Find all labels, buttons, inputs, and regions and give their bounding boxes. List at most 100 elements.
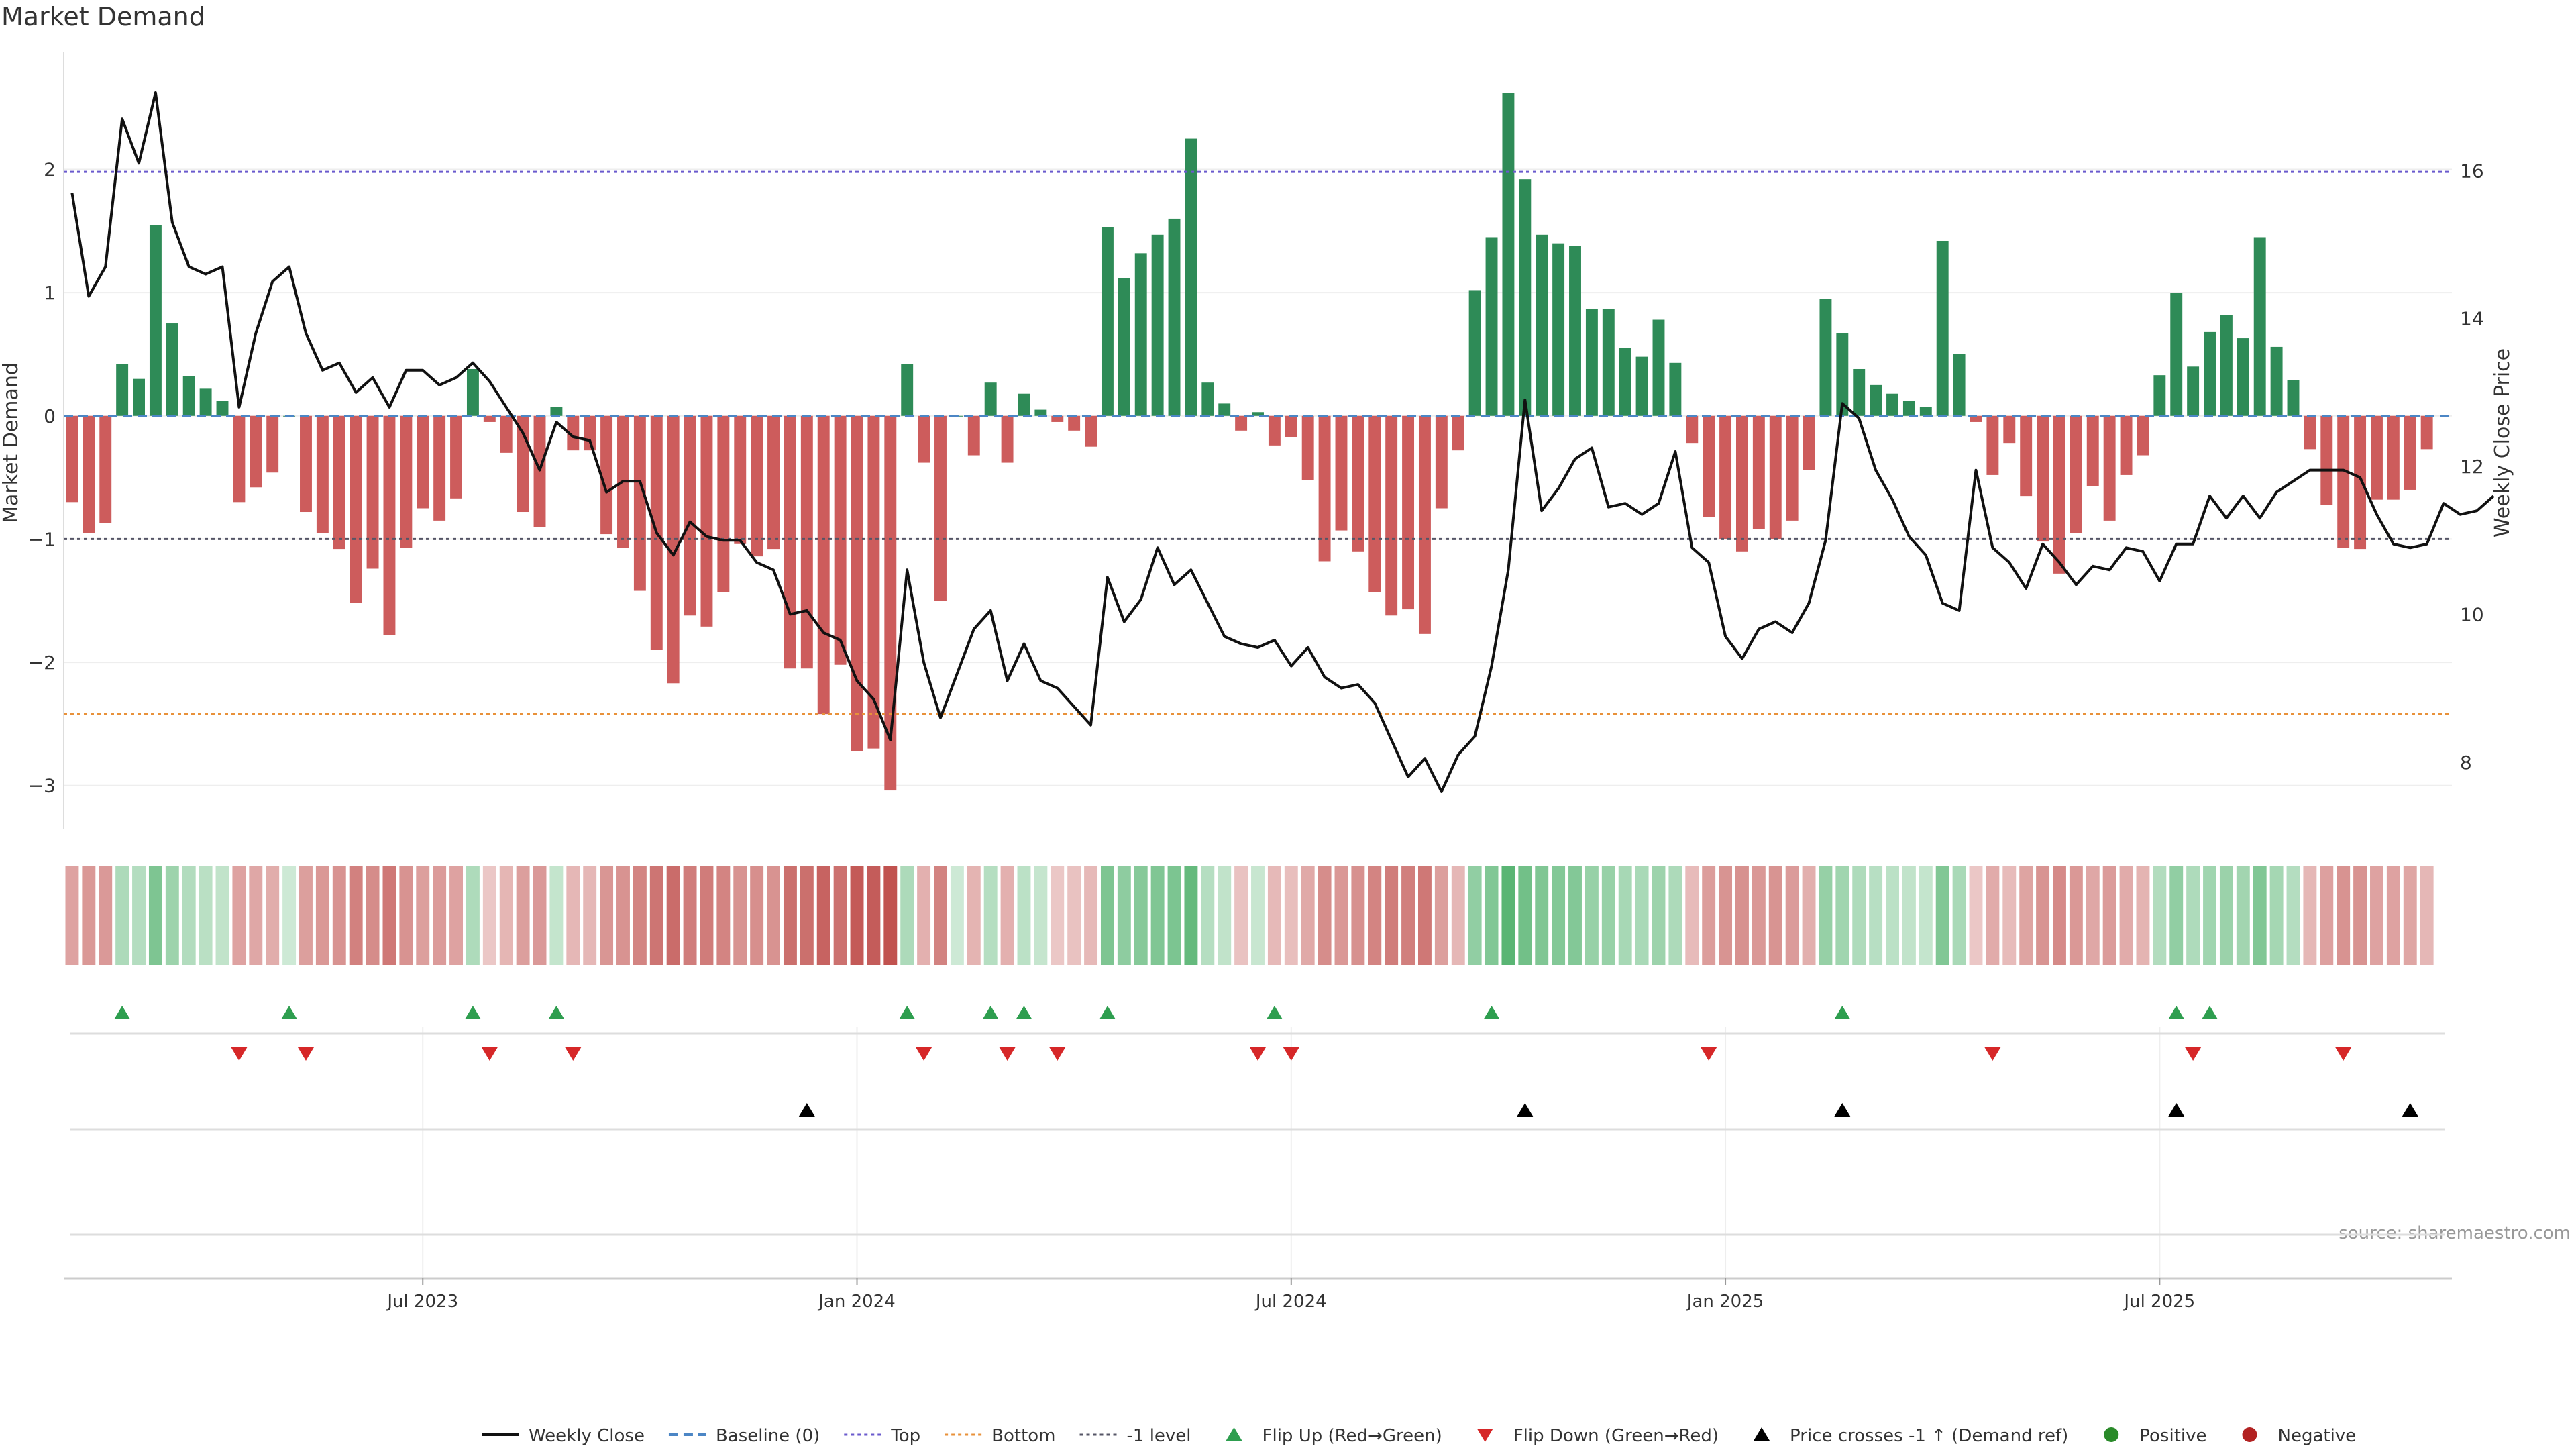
strip-cell — [115, 866, 129, 965]
demand-bar — [1669, 362, 1682, 416]
flip-up-marker — [1016, 1006, 1032, 1019]
strip-cell — [2053, 866, 2066, 965]
strip-cell — [249, 866, 263, 965]
strip-cell — [1835, 866, 1849, 965]
strip-cell — [1000, 866, 1014, 965]
strip-cell — [750, 866, 764, 965]
demand-bar — [2137, 415, 2149, 456]
price-cross-marker — [2402, 1103, 2418, 1117]
demand-bar — [934, 415, 947, 601]
strip-cell — [232, 866, 246, 965]
demand-bar — [1252, 412, 1264, 416]
strip-cell — [315, 866, 329, 965]
strip-cell — [399, 866, 413, 965]
strip-cell — [2353, 866, 2367, 965]
legend-item: Price crosses -1 ↑ (Demand ref) — [1754, 1426, 2068, 1446]
flip-up-marker — [1483, 1006, 1500, 1019]
demand-bar — [1735, 415, 1748, 552]
strip-cell — [1535, 866, 1549, 965]
demand-bar — [316, 415, 329, 533]
strip-cell — [700, 866, 714, 965]
strip-cell — [1902, 866, 1916, 965]
demand-bar — [2020, 415, 2033, 497]
demand-bar — [182, 376, 195, 416]
strip-cell — [1051, 866, 1065, 965]
strip-cell — [1084, 866, 1098, 965]
price-cross-marker — [1517, 1103, 1534, 1117]
demand-bar — [149, 225, 162, 416]
demand-bar — [133, 378, 145, 416]
legend-label: Baseline (0) — [716, 1426, 820, 1446]
demand-bar — [1902, 401, 1915, 416]
legend-item: Baseline (0) — [668, 1426, 820, 1446]
strip-cell — [583, 866, 597, 965]
price-cross-marker — [1834, 1103, 1851, 1117]
demand-bar — [1134, 253, 1147, 416]
legend: Weekly Close Baseline (0) Top Bottom -1 leve… — [482, 1426, 2356, 1446]
demand-bar — [350, 415, 362, 603]
demand-bar — [2237, 338, 2249, 416]
strip-cell — [1919, 866, 1933, 965]
demand-bar — [1970, 415, 1982, 422]
demand-bar — [1385, 415, 1398, 616]
strip-cell — [934, 866, 947, 965]
demand-bar — [1185, 138, 1197, 416]
demand-bar — [717, 415, 730, 592]
strip-cell — [433, 866, 447, 965]
strip-cell — [950, 866, 964, 965]
strip-cell — [1401, 866, 1415, 965]
y-tick-label: −3 — [28, 775, 56, 797]
strip-cell — [199, 866, 213, 965]
strip-cell — [850, 866, 864, 965]
demand-bar — [2371, 415, 2383, 500]
y-tick-label: −1 — [28, 528, 56, 550]
legend-label: Top — [890, 1426, 920, 1446]
demand-bar — [1018, 393, 1030, 416]
strip-cell — [349, 866, 363, 965]
legend-label: -1 level — [1127, 1426, 1191, 1446]
strip-cell — [182, 866, 196, 965]
flip-down-marker — [231, 1047, 248, 1061]
demand-bar — [2037, 415, 2049, 542]
legend-item: Positive — [2104, 1426, 2207, 1446]
strip-cell — [1434, 866, 1448, 965]
strip-cell — [1702, 866, 1716, 965]
strip-cell — [65, 866, 79, 965]
flip-up-marker — [464, 1006, 481, 1019]
demand-bar — [567, 415, 580, 451]
strip-cell — [332, 866, 346, 965]
flip-up-marker — [548, 1006, 565, 1019]
demand-bar — [1485, 237, 1498, 416]
strip-cell — [549, 866, 564, 965]
demand-bar — [1335, 415, 1348, 531]
demand-bar — [1602, 308, 1615, 416]
strip-cell — [1668, 866, 1682, 965]
strip-cell — [516, 866, 530, 965]
x-tick-label: Jan 2024 — [817, 1292, 896, 1312]
strip-cell — [132, 866, 146, 965]
demand-bar — [2404, 415, 2416, 490]
demand-bar — [1703, 415, 1715, 517]
strip-cell — [800, 866, 814, 965]
demand-bar — [2204, 331, 2216, 416]
demand-bar — [1552, 243, 1565, 416]
strip-cell — [299, 866, 313, 965]
strip-cell — [416, 866, 430, 965]
strip-cell — [883, 866, 898, 965]
strip-cell — [900, 866, 914, 965]
demand-bar — [684, 415, 696, 616]
strip-cell — [1284, 866, 1298, 965]
demand-bar — [1368, 415, 1381, 592]
price-cross-marker — [2168, 1103, 2185, 1117]
price-cross-markers — [70, 1103, 2445, 1236]
strip-cell — [2153, 866, 2167, 965]
demand-bar — [1034, 409, 1047, 416]
strip-cell — [1635, 866, 1649, 965]
demand-bar — [366, 415, 379, 569]
strip-cell — [1852, 866, 1866, 965]
demand-bar — [1635, 356, 1648, 416]
x-tick-label: Jan 2025 — [1686, 1292, 1764, 1312]
demand-bar — [1686, 415, 1699, 444]
demand-bar — [2053, 415, 2065, 574]
demand-bar — [1352, 415, 1364, 552]
